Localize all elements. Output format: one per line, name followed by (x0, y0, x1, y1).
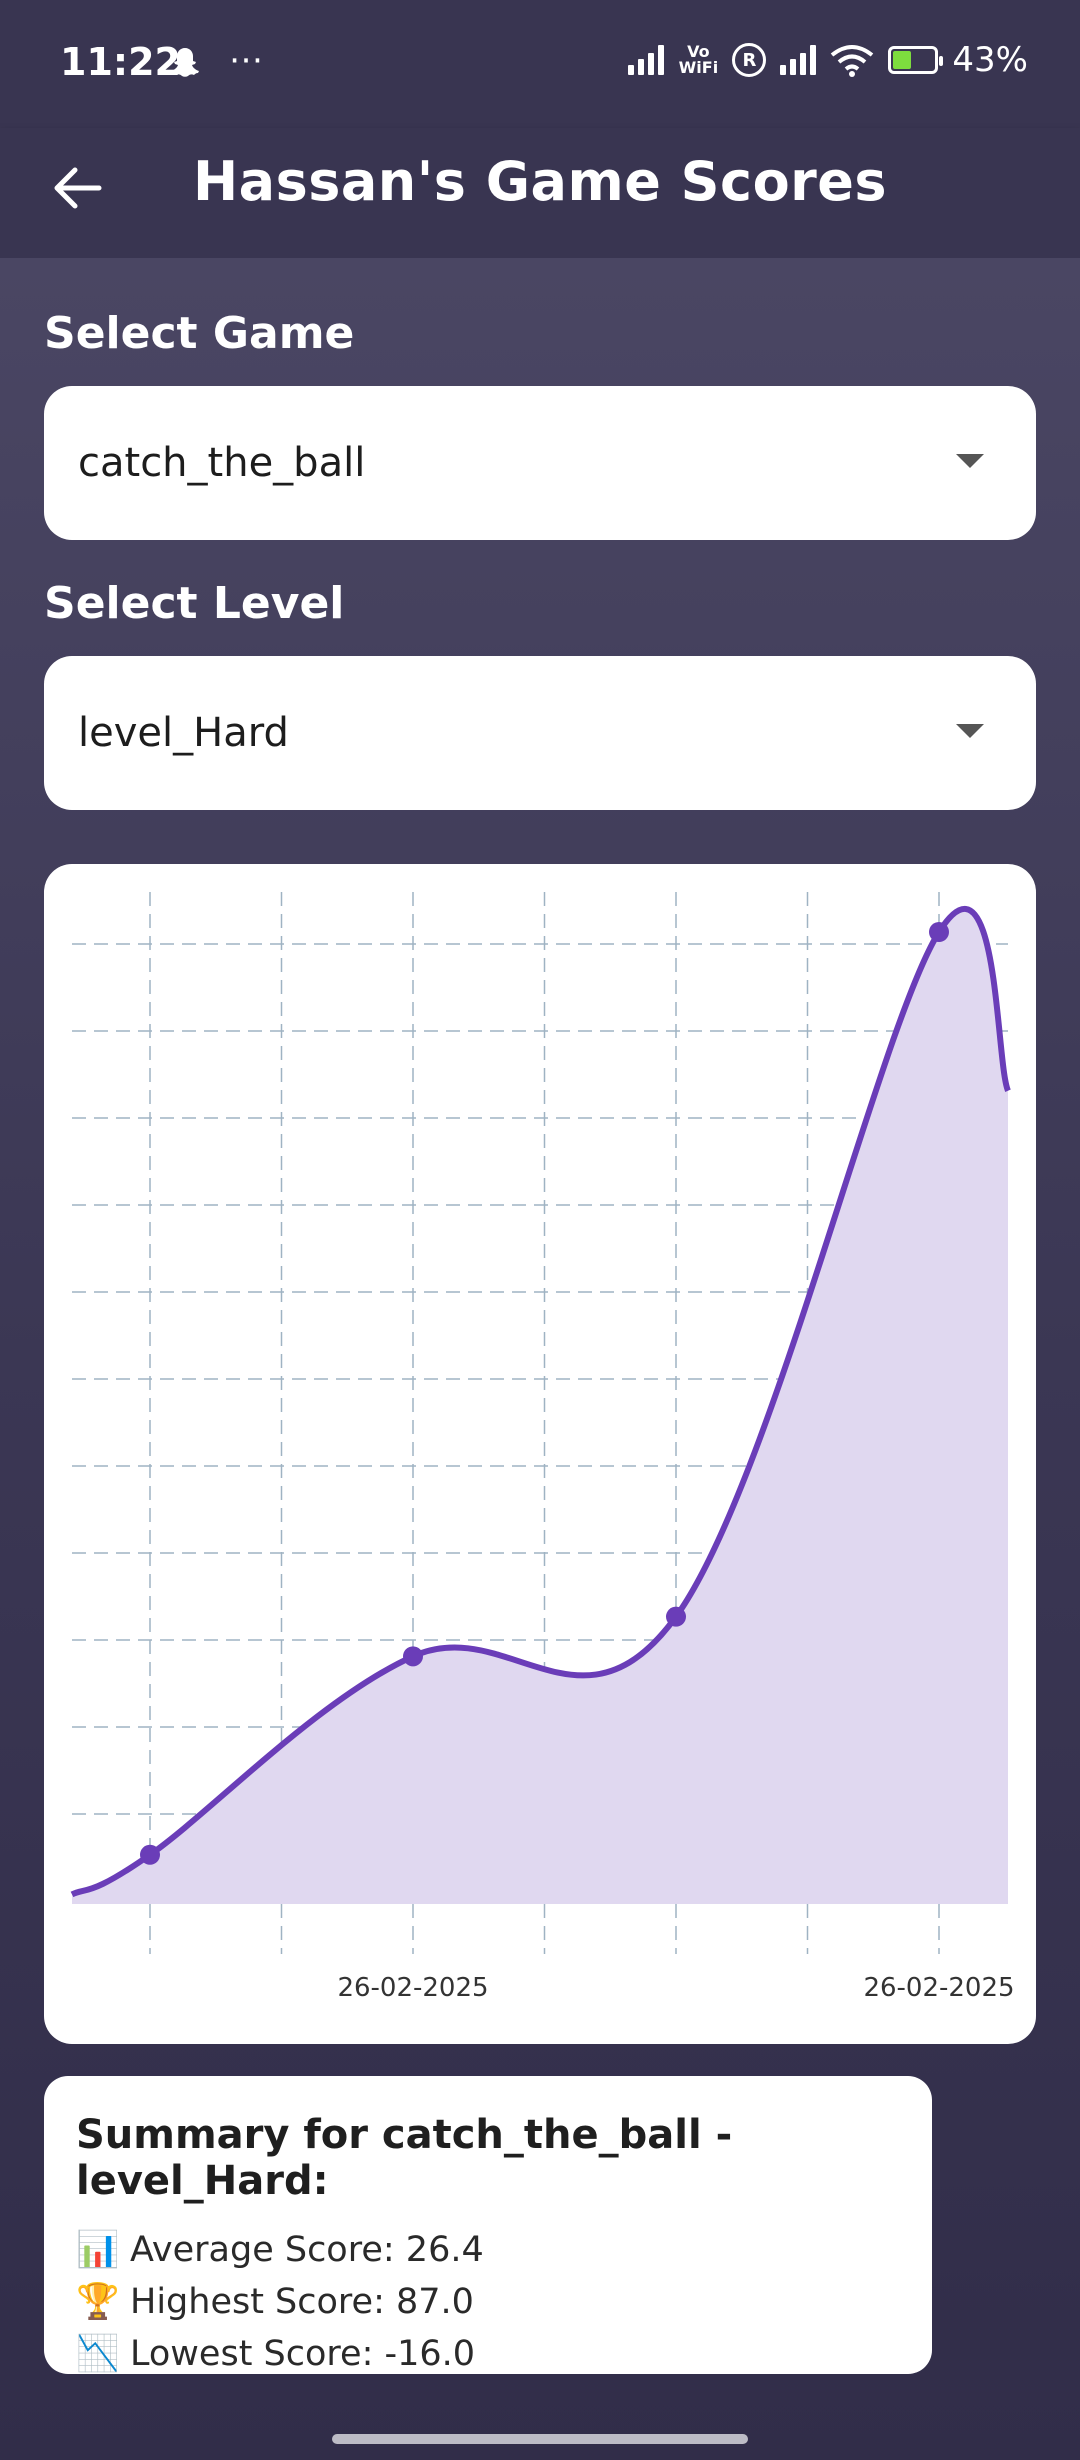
x-tick-label: 26-02-2025 (337, 1973, 488, 2003)
chevron-down-icon (956, 724, 984, 738)
page-title: Hassan's Game Scores (192, 150, 888, 213)
score-chart: 26-02-2025 26-02-2025 (44, 864, 1036, 2044)
area-fill (72, 908, 1008, 1904)
average-score: Average Score: 26.4 (130, 2230, 484, 2270)
highest-score-row: 🏆 Highest Score: 87.0 (76, 2276, 900, 2328)
summary-card: Summary for catch_the_ball - level_Hard:… (44, 2076, 932, 2374)
snapchat-icon (171, 47, 199, 77)
game-select[interactable]: catch_the_ball (44, 386, 1036, 540)
battery-charging-icon (888, 46, 944, 74)
data-point (403, 1646, 423, 1667)
series-line (70, 906, 1011, 1898)
arrow-left-icon[interactable] (48, 158, 108, 218)
lowest-score: Lowest Score: -16.0 (130, 2334, 476, 2374)
roaming-icon: R (732, 43, 767, 77)
more-icon: ⋯ (228, 40, 263, 80)
chart-decreasing-icon: 📉 (76, 2334, 120, 2374)
summary-title: Summary for catch_the_ball - level_Hard: (76, 2112, 733, 2204)
lowest-score-row: 📉 Lowest Score: -16.0 (76, 2328, 900, 2380)
status-notification-icons: ⋯ (168, 40, 263, 80)
game-select-value: catch_the_ball (78, 440, 366, 486)
chevron-down-icon (956, 454, 984, 468)
select-game-label: Select Game (44, 308, 355, 359)
home-indicator[interactable] (332, 2434, 748, 2444)
level-select-value: level_Hard (78, 710, 289, 756)
status-indicators: Vo WiFi R 43% (628, 40, 1028, 80)
status-time: 11:22 (60, 40, 181, 84)
x-tick-label: 26-02-2025 (863, 1973, 1014, 2003)
trophy-icon: 🏆 (76, 2282, 120, 2322)
bar-chart-icon: 📊 (76, 2230, 120, 2270)
select-level-label: Select Level (44, 578, 345, 629)
data-point (140, 1844, 160, 1865)
signal-icon (780, 45, 817, 75)
vowifi-icon: Vo WiFi (678, 42, 719, 77)
highest-score: Highest Score: 87.0 (130, 2282, 474, 2322)
level-select[interactable]: level_Hard (44, 656, 1036, 810)
average-score-row: 📊 Average Score: 26.4 (76, 2224, 900, 2276)
data-point (666, 1606, 686, 1627)
signal-icon (628, 45, 665, 75)
wifi-icon (831, 45, 874, 77)
data-point (929, 922, 949, 942)
chart-svg: 26-02-2025 26-02-2025 (70, 892, 1015, 2003)
status-bar: 11:22 ⋯ Vo WiFi R 43% (0, 0, 1080, 128)
app-bar: Hassan's Game Scores (0, 128, 1080, 258)
battery-percent: 43% (952, 40, 1028, 80)
